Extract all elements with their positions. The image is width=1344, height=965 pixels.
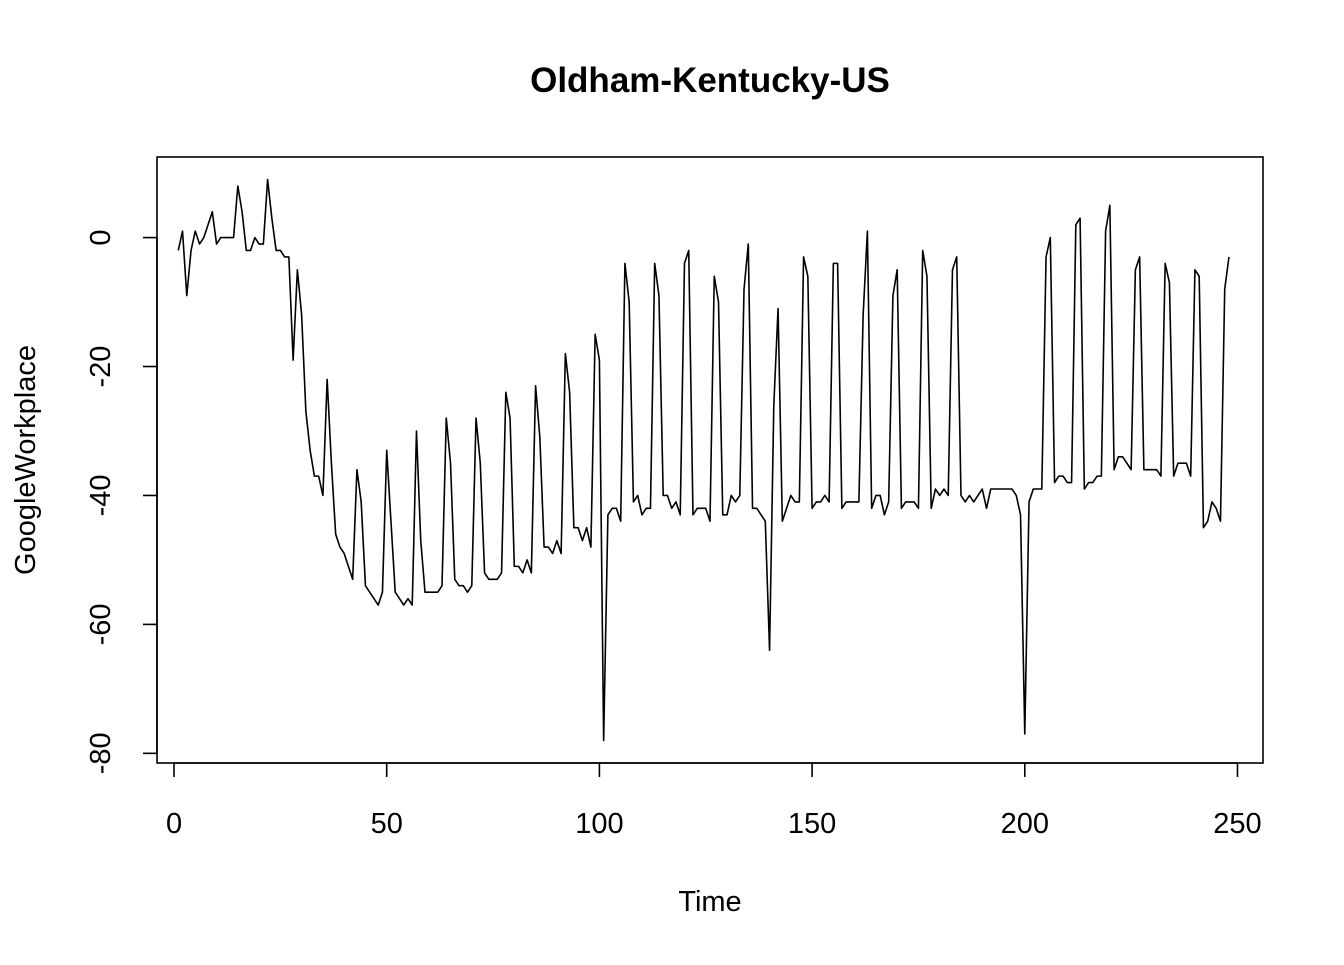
x-tick-label: 0 [166, 808, 182, 840]
x-axis: 0 50 100 150 200 250 [166, 762, 1262, 840]
series-line [177, 178, 1230, 742]
x-tick-label: 150 [788, 808, 836, 840]
y-axis-label: GoogleWorkplace [10, 345, 42, 575]
x-tick-label: 200 [1001, 808, 1049, 840]
plot-frame [156, 156, 1264, 764]
y-axis: -80 -60 -40 -20 0 [85, 230, 158, 774]
x-axis-label: Time [678, 886, 741, 918]
chart-title: Oldham-Kentucky-US [530, 61, 890, 100]
x-tick-label: 100 [575, 808, 623, 840]
y-tick-label: -40 [85, 474, 117, 516]
y-tick-label: -80 [85, 732, 117, 774]
y-tick-label: 0 [85, 230, 117, 246]
x-tick-label: 50 [371, 808, 403, 840]
x-tick-label: 250 [1213, 808, 1261, 840]
y-tick-label: -20 [85, 346, 117, 388]
y-tick-label: -60 [85, 603, 117, 645]
